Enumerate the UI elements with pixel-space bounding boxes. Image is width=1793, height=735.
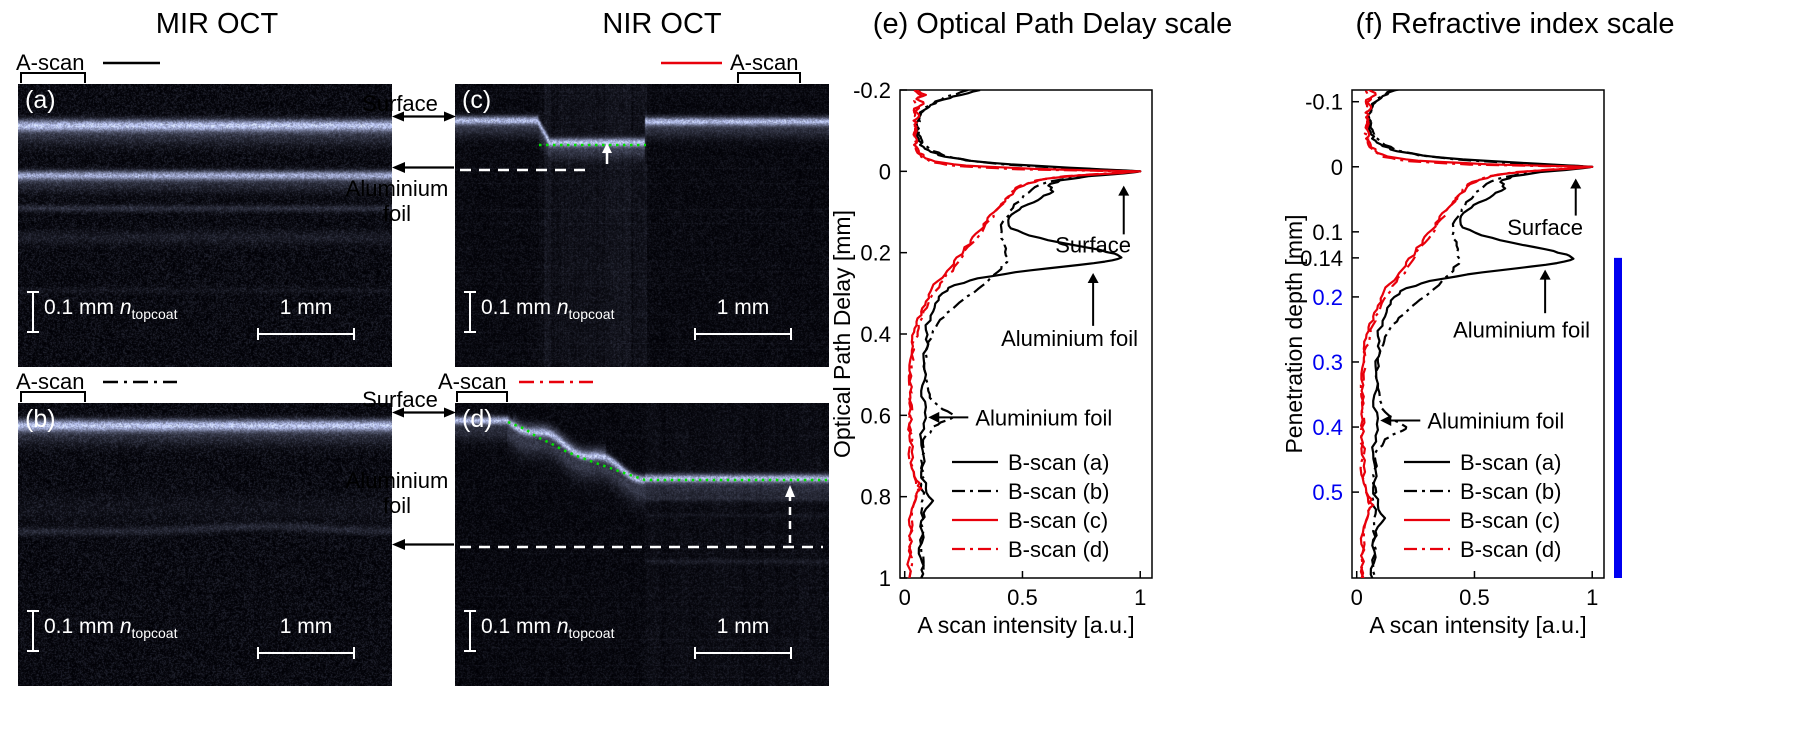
annotation-arrow-up (1118, 186, 1129, 196)
surface-double-arrow-top (392, 109, 456, 124)
y-tick-label: 0 (879, 159, 891, 184)
legend-label: B-scan (a) (1008, 450, 1109, 475)
legend-label: B-scan (d) (1008, 537, 1109, 562)
depth-arrowhead-d (785, 485, 795, 497)
surface-double-arrow-bottom (392, 405, 456, 420)
x-tick-label: 0.5 (1007, 585, 1038, 610)
annotation-label: Aluminium foil (1453, 317, 1590, 342)
horizontal-scalebar-b (256, 645, 356, 661)
vertical-scalebar-a (26, 290, 40, 334)
horizontal-scale-label-a: 1 mm (256, 296, 356, 320)
y-tick-label: 0.4 (1312, 415, 1343, 440)
y-tick-label: 0.6 (860, 403, 891, 428)
legend-label: B-scan (d) (1460, 537, 1561, 562)
x-tick-label: 1 (1134, 585, 1146, 610)
horizontal-scale-label-b: 1 mm (256, 615, 356, 639)
ascan-line-solid-black (102, 58, 162, 68)
vertical-scale-label-d: 0.1 mm ntopcoat (481, 615, 614, 641)
vertical-scale-label-a: 0.1 mm ntopcoat (44, 296, 177, 322)
legend-label: B-scan (b) (1008, 479, 1109, 504)
annotation-label: Aluminium foil (1001, 326, 1138, 351)
horizontal-scale-label-d: 1 mm (693, 615, 793, 639)
x-tick-label: 0 (899, 585, 911, 610)
oct-overlay-c (455, 84, 829, 367)
y-tick-label: 0.8 (860, 485, 891, 510)
x-tick-label: 0.5 (1459, 585, 1490, 610)
oct-panel-b: (b) 0.1 mm ntopcoat 1 mm (18, 403, 392, 686)
y-tick-label: 0.2 (860, 241, 891, 266)
annotation-arrow-up (1088, 273, 1099, 283)
ascan-line-solid-red (660, 58, 724, 68)
chart-f: -0.100.10.140.20.30.40.50 0.5 1A scan inte… (1282, 45, 1642, 640)
chart-f-title: (f) Refractive index scale (1290, 8, 1740, 41)
oct-panel-c: (c) 0.1 mm ntopcoat 1 mm (455, 84, 829, 367)
horizontal-scale-label-c: 1 mm (693, 296, 793, 320)
legend-label: B-scan (c) (1008, 508, 1108, 533)
surface-detection-line-d (508, 422, 827, 480)
annotation-arrow-left (928, 412, 939, 423)
penetration-range-bar (1614, 258, 1622, 578)
ascan-bracket-d (456, 391, 508, 402)
panel-tag-d: (d) (462, 405, 493, 434)
annotation-label: Surface (1055, 233, 1131, 258)
horizontal-scalebar-d (693, 645, 793, 661)
panel-tag-a: (a) (25, 86, 56, 115)
ascan-line-dashdot-red (518, 377, 594, 387)
chart-e-title: (e) Optical Path Delay scale (830, 8, 1275, 41)
x-tick-label: 0 (1351, 585, 1363, 610)
vertical-scalebar-b (26, 609, 40, 653)
y-tick-label: 0.1 (1312, 220, 1343, 245)
annotation-label: Surface (1507, 215, 1583, 240)
foil-left-arrow-bottom (392, 537, 456, 552)
y-tick-label: 0 (1331, 155, 1343, 180)
figure-root: MIR OCT NIR OCT (e) Optical Path Delay s… (0, 0, 1793, 735)
foil-annotation-bottom: Aluminium foil (338, 468, 456, 518)
y-tick-label: -0.1 (1305, 90, 1343, 115)
oct-bscan-image-b (18, 403, 392, 686)
mir-oct-title: MIR OCT (30, 8, 404, 41)
oct-panel-d: (d) 0.1 mm ntopcoat 1 mm (455, 403, 829, 686)
panel-tag-c: (c) (462, 86, 491, 115)
y-tick-label: 0.2 (1312, 285, 1343, 310)
ascan-bracket-a (20, 72, 86, 83)
annotation-arrow-up (1540, 270, 1551, 280)
ascan-bracket-c (737, 72, 801, 83)
y-axis-label: Penetration depth [mm] (1282, 214, 1307, 453)
vertical-scale-label-c: 0.1 mm ntopcoat (481, 296, 614, 322)
annotation-arrow-up (1570, 178, 1581, 188)
horizontal-scalebar-c (693, 326, 793, 342)
legend-label: B-scan (c) (1460, 508, 1560, 533)
oct-bscan-image-a (18, 84, 392, 367)
ascan-bracket-b (20, 391, 86, 402)
foil-annotation-top: Aluminium foil (338, 176, 456, 226)
chart-e: -0.200.20.40.60.810 0.5 1A scan intensity … (830, 45, 1175, 640)
legend-label: B-scan (b) (1460, 479, 1561, 504)
x-axis-label: A scan intensity [a.u.] (917, 612, 1134, 638)
annotation-label: Aluminium foil (1427, 409, 1564, 434)
x-axis-label: A scan intensity [a.u.] (1369, 612, 1586, 638)
vertical-scalebar-c (463, 290, 477, 334)
horizontal-scalebar-a (256, 326, 356, 342)
x-tick-label: 1 (1586, 585, 1598, 610)
legend-label: B-scan (a) (1460, 450, 1561, 475)
annotation-label: Aluminium foil (975, 405, 1112, 430)
y-tick-label: 0.4 (860, 322, 891, 347)
y-tick-label: 0.3 (1312, 350, 1343, 375)
y-axis-label: Optical Path Delay [mm] (830, 210, 855, 458)
y-tick-label: 0.5 (1312, 480, 1343, 505)
y-tick-label: -0.2 (853, 78, 891, 103)
vertical-scalebar-d (463, 609, 477, 653)
oct-panel-a: (a) 0.1 mm ntopcoat 1 mm (18, 84, 392, 367)
vertical-scale-label-b: 0.1 mm ntopcoat (44, 615, 177, 641)
foil-left-arrow-top (392, 160, 456, 175)
y-tick-label: 1 (879, 566, 891, 591)
annotation-arrow-left (1380, 415, 1391, 426)
oct-overlay-d (455, 403, 829, 686)
nir-oct-title: NIR OCT (475, 8, 849, 41)
ascan-line-dashdot-black (102, 377, 178, 387)
panel-tag-b: (b) (25, 405, 56, 434)
